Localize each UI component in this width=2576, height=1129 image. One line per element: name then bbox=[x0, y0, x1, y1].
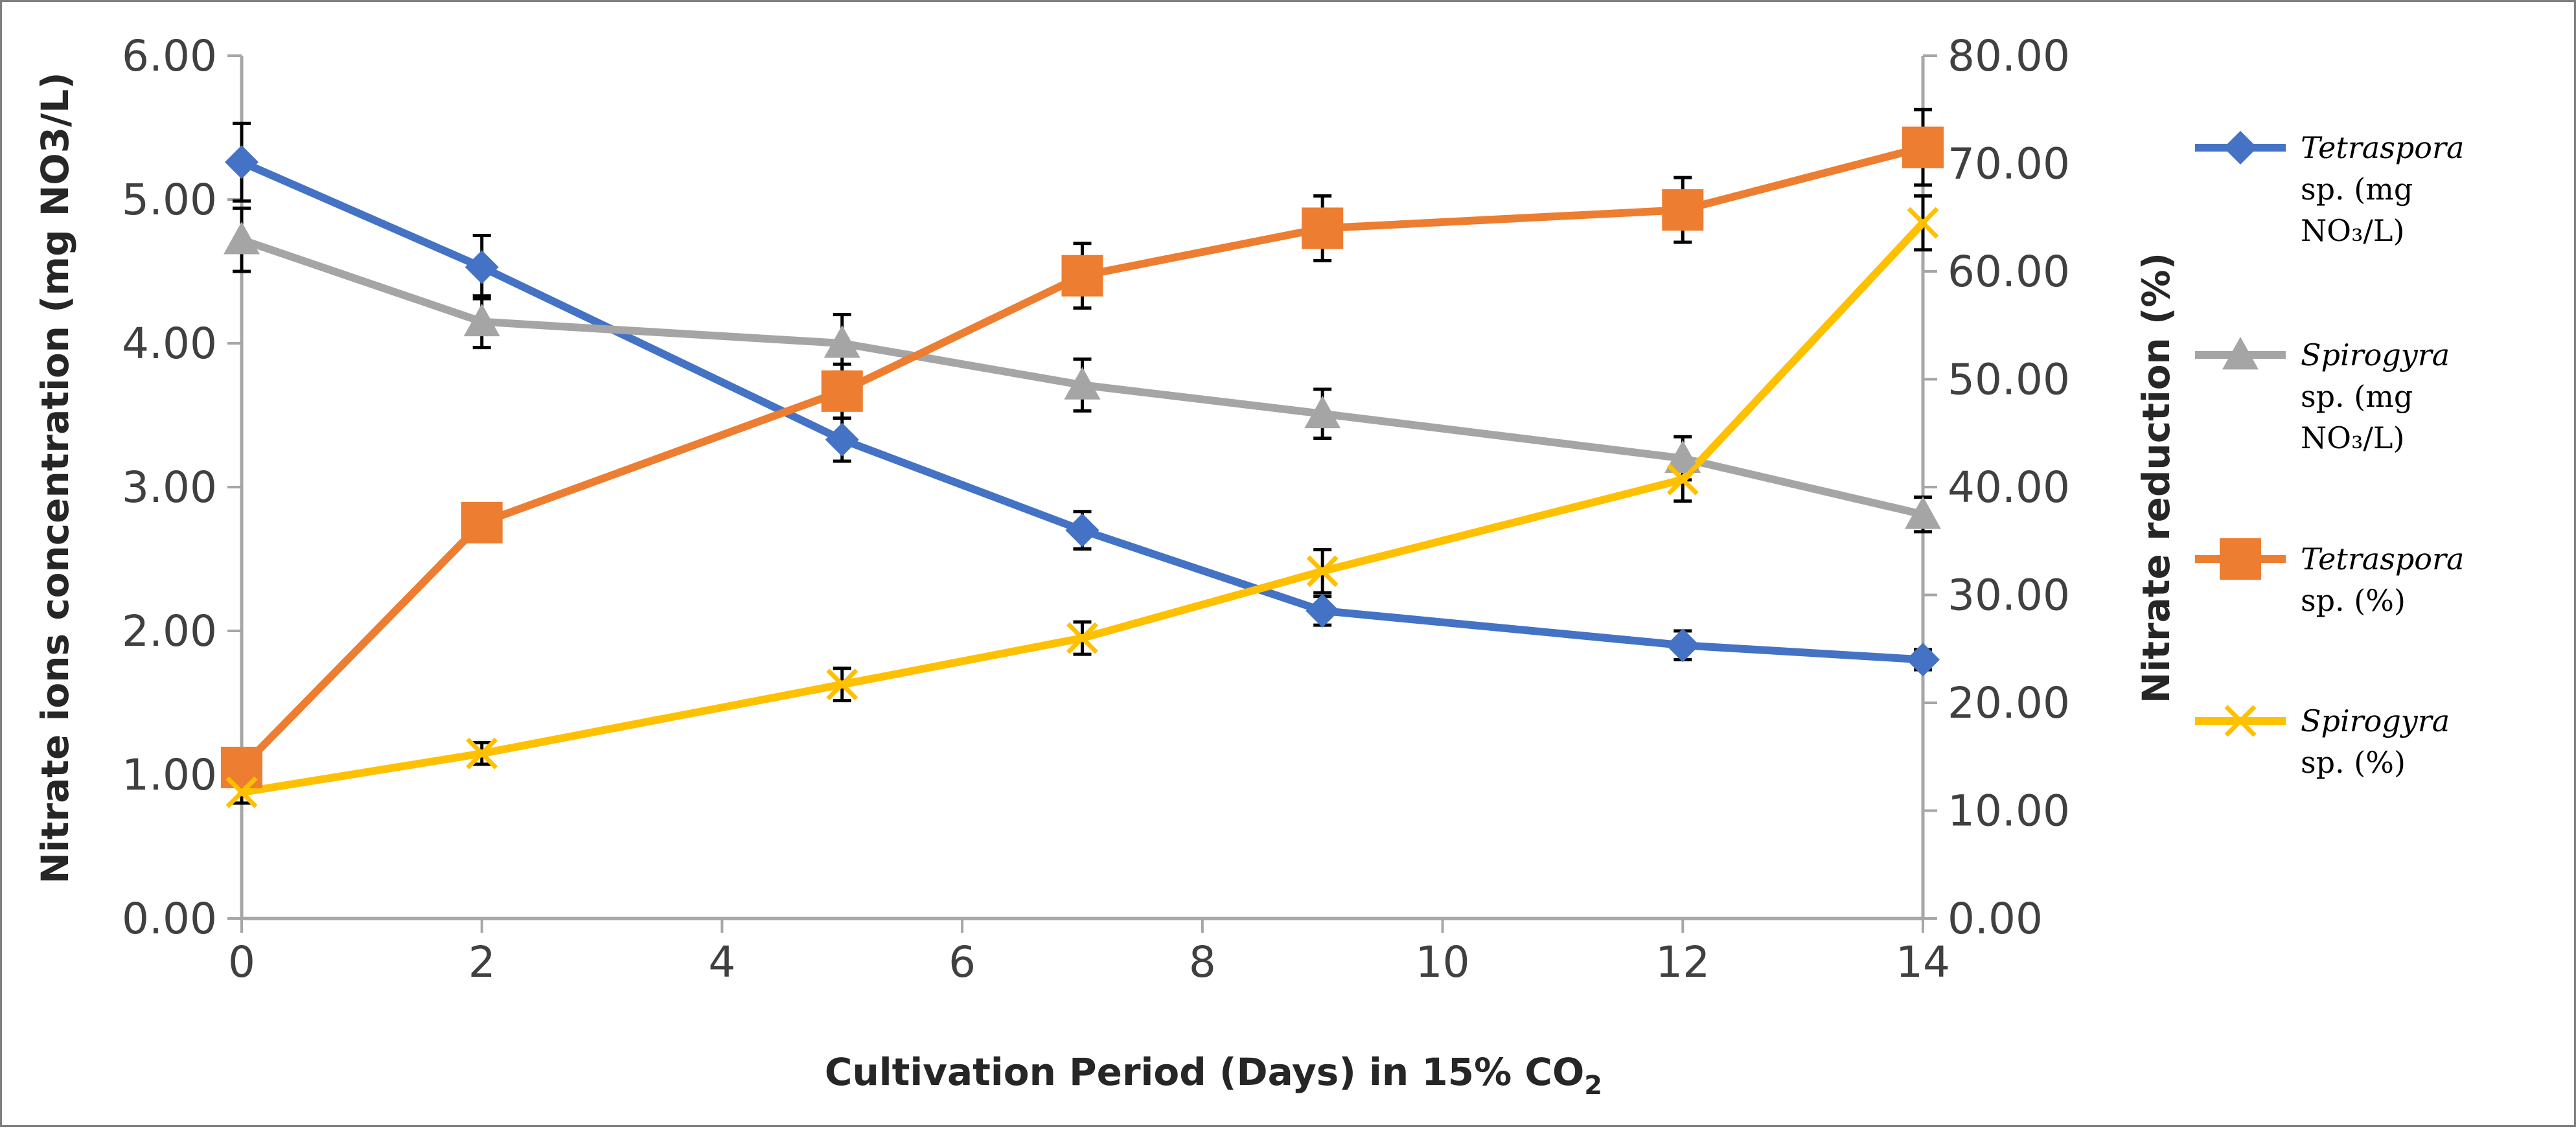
series-4-point bbox=[1306, 555, 1339, 587]
legend-item-2: Spirogyra sp. (mg NO₃/L) bbox=[2195, 337, 2450, 455]
series-3-point bbox=[461, 501, 503, 543]
y-axis-right-title: Nitrate reduction (%) bbox=[2134, 253, 2178, 703]
axes bbox=[227, 54, 1937, 933]
series-4-point bbox=[1907, 207, 1939, 239]
y-left-tick-label: 1.00 bbox=[122, 750, 217, 800]
x-tick-label: 12 bbox=[1655, 937, 1710, 987]
x-axis-title: Cultivation Period (Days) in 15% CO2 bbox=[825, 1050, 1602, 1100]
y-right-tick-label: 50.00 bbox=[1948, 355, 2070, 405]
series-2-point bbox=[463, 303, 500, 337]
y-left-tick-label: 3.00 bbox=[122, 462, 217, 512]
y-right-tick-label: 10.00 bbox=[1948, 786, 2070, 836]
x-tick-label: 2 bbox=[468, 937, 496, 987]
legend-label-line: sp. (mg bbox=[2301, 172, 2413, 207]
legend-label-line: sp. (%) bbox=[2301, 745, 2406, 780]
series-4-point bbox=[225, 776, 258, 808]
y-left-tick-label: 0.00 bbox=[122, 894, 217, 944]
series-1-point bbox=[225, 145, 259, 179]
series-3-point bbox=[1302, 207, 1344, 249]
legend: Tetraspora sp. (mg NO₃/L) Spirogyra sp. (mg N… bbox=[2195, 130, 2464, 780]
legend-label-italic: Tetraspora bbox=[2301, 542, 2464, 576]
series-4-point bbox=[826, 668, 858, 701]
x-marker-stroke bbox=[1666, 463, 1699, 496]
series-3-point bbox=[821, 370, 863, 412]
legend-label-line: NO₃/L) bbox=[2301, 420, 2404, 455]
legend-swatch-marker bbox=[2224, 131, 2257, 165]
x-tick-label: 0 bbox=[228, 937, 255, 987]
legend-label-italic: Spirogyra bbox=[2301, 703, 2450, 738]
series-2-point bbox=[224, 222, 260, 255]
x-marker-stroke bbox=[2224, 705, 2257, 737]
series-2-point bbox=[1664, 440, 1701, 473]
x-marker-stroke bbox=[225, 776, 258, 808]
series-2-point bbox=[1905, 496, 1941, 529]
y-left-tick-label: 6.00 bbox=[122, 31, 217, 81]
legend-swatch-marker bbox=[2220, 538, 2261, 580]
axis-titles: Cultivation Period (Days) in 15% CO2 Nit… bbox=[33, 72, 2178, 1100]
x-marker-stroke bbox=[1907, 207, 1939, 239]
series-2-point bbox=[1304, 395, 1341, 429]
legend-label-line: Tetraspora bbox=[2301, 542, 2464, 576]
series-4-point bbox=[466, 737, 498, 770]
x-tick-label: 8 bbox=[1189, 937, 1216, 987]
series-2-point bbox=[823, 325, 860, 358]
series-4-point bbox=[1666, 463, 1699, 496]
series-4-point bbox=[1066, 622, 1098, 654]
y-right-tick-label: 40.00 bbox=[1948, 462, 2070, 512]
series-markers bbox=[221, 126, 1944, 808]
y-right-tick-label: 20.00 bbox=[1948, 678, 2070, 728]
legend-label-italic: Tetraspora bbox=[2301, 130, 2464, 165]
x-marker-stroke bbox=[1306, 555, 1339, 587]
series-1-point bbox=[1305, 593, 1340, 628]
legend-swatch-marker bbox=[2222, 337, 2259, 370]
x-tick-label: 14 bbox=[1896, 937, 1950, 987]
series-2-point bbox=[1064, 367, 1101, 400]
x-tick-label: 4 bbox=[708, 937, 735, 987]
x-tick-label: 6 bbox=[949, 937, 976, 987]
series-1-point bbox=[1906, 643, 1940, 677]
series-3-point bbox=[1902, 126, 1944, 168]
series-1-point bbox=[1065, 513, 1099, 547]
legend-label-italic: Spirogyra bbox=[2301, 337, 2450, 372]
y-axis-left-title: Nitrate ions concentration (mg NO3/L) bbox=[33, 72, 77, 884]
series-1-point bbox=[825, 422, 859, 457]
x-marker-stroke bbox=[826, 668, 858, 701]
y-left-tick-label: 2.00 bbox=[122, 606, 217, 656]
legend-label-line: Tetraspora bbox=[2301, 130, 2464, 165]
legend-label-line: Spirogyra bbox=[2301, 703, 2450, 738]
y-right-tick-label: 60.00 bbox=[1948, 247, 2070, 297]
legend-swatch-marker bbox=[2224, 705, 2257, 737]
y-right-tick-label: 80.00 bbox=[1948, 31, 2070, 81]
x-marker-stroke bbox=[466, 737, 498, 770]
y-right-tick-label: 30.00 bbox=[1948, 571, 2070, 621]
series-3-point bbox=[1061, 255, 1103, 297]
legend-label-line: sp. (mg bbox=[2301, 379, 2413, 414]
legend-item-3: Tetraspora sp. (%) bbox=[2195, 538, 2464, 618]
y-left-tick-label: 4.00 bbox=[122, 319, 217, 369]
series-3-point bbox=[221, 746, 262, 788]
series-1-point bbox=[1666, 628, 1700, 663]
y-right-tick-label: 0.00 bbox=[1948, 894, 2043, 944]
x-marker-stroke bbox=[1066, 622, 1098, 654]
legend-label-line: sp. (%) bbox=[2301, 583, 2406, 618]
series-3-point bbox=[1662, 189, 1704, 231]
tick-labels: 0.00 1.00 2.00 3.00 4.00 5.00 6.00 0.00 10.00 20.… bbox=[122, 31, 2070, 987]
y-right-tick-label: 70.00 bbox=[1948, 139, 2070, 189]
legend-item-1: Tetraspora sp. (mg NO₃/L) bbox=[2195, 130, 2464, 248]
y-left-tick-label: 5.00 bbox=[122, 175, 217, 225]
legend-label-line: NO₃/L) bbox=[2301, 213, 2404, 248]
series-1-point bbox=[465, 250, 499, 284]
legend-item-4: Spirogyra sp. (%) bbox=[2195, 703, 2450, 780]
legend-label-line: Spirogyra bbox=[2301, 337, 2450, 372]
x-tick-label: 10 bbox=[1416, 937, 1470, 987]
